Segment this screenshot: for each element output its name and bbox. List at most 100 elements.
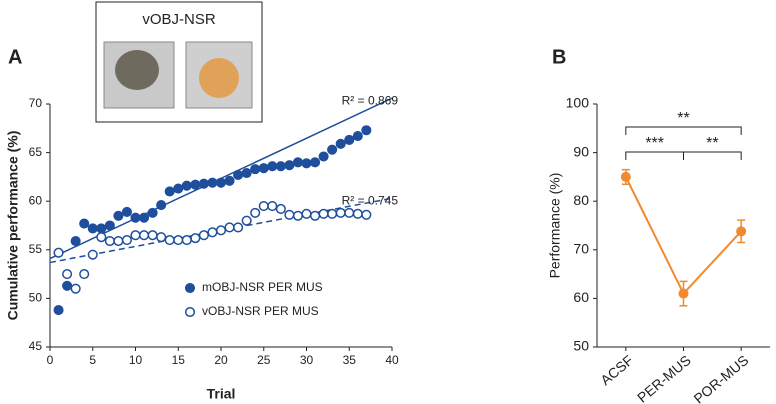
data-point <box>361 209 372 220</box>
x-tick-label: 30 <box>300 353 314 367</box>
y-tick-label: 50 <box>29 291 43 305</box>
y-tick-label: 80 <box>573 192 589 208</box>
data-point <box>241 215 252 226</box>
data-point <box>233 222 244 233</box>
data-point <box>352 131 363 142</box>
data-point <box>130 230 141 241</box>
data-point <box>113 236 124 247</box>
y-tick-label: 90 <box>573 143 589 159</box>
data-point <box>284 209 295 220</box>
data-point <box>284 160 295 171</box>
x-tick-label: 5 <box>89 353 96 367</box>
data-point <box>736 226 747 237</box>
inset-shell <box>115 50 159 90</box>
data-point <box>318 151 329 162</box>
y-tick-label: 70 <box>573 241 589 257</box>
data-point <box>344 134 355 146</box>
data-point <box>139 212 150 223</box>
data-point <box>361 125 372 136</box>
data-point <box>164 235 175 246</box>
y-tick-label: 45 <box>29 339 43 353</box>
trendline-label: R² = 0.745 <box>342 193 399 207</box>
data-point <box>130 212 141 223</box>
data-point <box>267 161 278 172</box>
y-tick-label: 65 <box>29 145 43 159</box>
data-point <box>207 177 218 188</box>
data-point <box>258 201 269 212</box>
x-axis-label: Trial <box>207 386 236 402</box>
data-point <box>258 163 269 174</box>
data-point <box>352 208 363 219</box>
data-point <box>62 269 73 280</box>
panel-label: A <box>8 46 22 68</box>
data-point <box>327 208 338 219</box>
data-point <box>190 233 201 244</box>
legend-label: vOBJ-NSR PER MUS <box>202 304 319 318</box>
y-tick-label: 70 <box>29 96 43 110</box>
data-point <box>70 283 81 294</box>
data-point <box>310 210 321 221</box>
data-point <box>181 180 192 191</box>
y-tick-label: 55 <box>29 242 43 256</box>
data-point <box>121 206 132 217</box>
data-point <box>79 269 90 280</box>
x-tick-label: 0 <box>47 353 54 367</box>
y-tick-label: 60 <box>29 193 43 207</box>
data-point <box>335 207 346 218</box>
legend-marker <box>184 306 196 318</box>
data-point <box>275 203 286 215</box>
data-point <box>250 207 261 218</box>
data-point <box>215 225 227 236</box>
x-tick-label: 15 <box>172 353 186 367</box>
data-point <box>79 218 90 229</box>
data-point <box>173 183 184 194</box>
data-point <box>620 171 631 182</box>
line <box>624 176 742 296</box>
data-point <box>121 235 132 246</box>
data-point <box>215 177 227 188</box>
significance-label: ** <box>706 135 718 152</box>
x-tick-label: 35 <box>343 353 357 367</box>
data-point <box>70 236 81 247</box>
inset-fruit <box>199 58 239 98</box>
data-point <box>113 210 124 221</box>
data-point <box>173 235 184 246</box>
data-point <box>156 232 167 243</box>
data-point <box>327 144 338 155</box>
data-point <box>96 223 107 234</box>
x-tick-label: 25 <box>257 353 271 367</box>
data-point <box>250 164 261 175</box>
data-point <box>292 210 304 221</box>
data-point <box>310 157 321 168</box>
data-point <box>241 167 252 179</box>
data-point <box>164 186 175 197</box>
data-point <box>198 178 209 189</box>
data-point <box>147 230 158 241</box>
data-point <box>292 157 304 168</box>
significance-bracket <box>625 151 684 160</box>
data-point <box>147 207 158 218</box>
significance-label: *** <box>645 135 664 152</box>
data-point <box>104 220 115 231</box>
legend-label: mOBJ-NSR PER MUS <box>202 280 323 294</box>
data-point <box>344 207 355 218</box>
y-tick-label: 100 <box>566 95 590 111</box>
data-point <box>87 223 98 234</box>
data-point <box>96 232 107 243</box>
data-point <box>224 175 235 186</box>
x-tick-label: 10 <box>129 353 143 367</box>
y-axis-label: Performance (%) <box>547 173 563 279</box>
data-point <box>104 236 115 247</box>
significance-bracket <box>683 151 742 160</box>
data-point <box>267 201 278 212</box>
data-point <box>53 247 64 258</box>
x-tick-label: PER-MUS <box>634 352 694 404</box>
y-axis-label: Cumulative performance (%) <box>5 131 21 321</box>
data-point <box>233 169 244 181</box>
x-tick-label: POR-MUS <box>691 352 752 404</box>
y-tick-label: 50 <box>573 338 589 354</box>
data-point <box>224 222 235 233</box>
data-point <box>156 200 167 211</box>
data-point <box>301 208 312 219</box>
